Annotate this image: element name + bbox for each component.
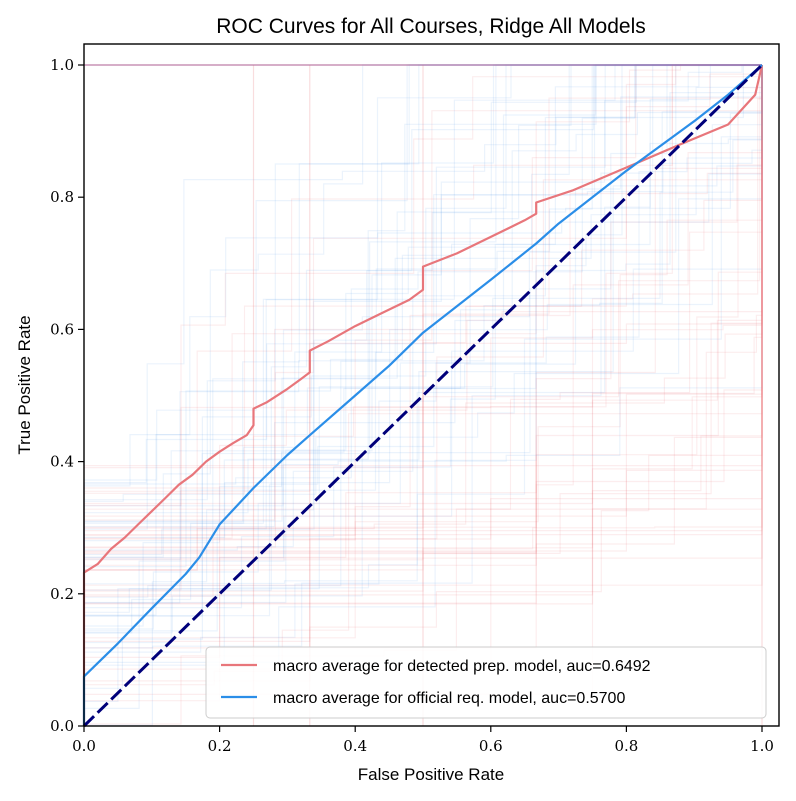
- per-course-curve: [83, 65, 763, 726]
- series-layer: [82, 63, 764, 728]
- per-course-curve: [83, 65, 763, 726]
- y-tick-label: 0.2: [50, 585, 74, 603]
- legend: macro average for detected prep. model, …: [205, 646, 767, 719]
- per-course-curve: [83, 65, 763, 726]
- per-course-curve: [83, 64, 762, 726]
- x-tick-label: 0.8: [614, 737, 638, 755]
- per-course-curve: [83, 65, 763, 726]
- per-course-curve: [83, 64, 762, 726]
- chance-diagonal-line: [82, 63, 764, 728]
- per-course-curve: [83, 65, 763, 726]
- per-course-curve: [83, 64, 762, 726]
- per-course-curve: [83, 65, 763, 726]
- per-course-curve: [83, 64, 762, 726]
- per-course-curve: [83, 65, 763, 726]
- per-course-curve: [83, 65, 763, 726]
- per-course-curve: [83, 65, 763, 726]
- legend-label-official-req: macro average for official req. model, a…: [273, 690, 625, 707]
- per-course-curve: [83, 65, 763, 726]
- legend-label-detected-prep: macro average for detected prep. model, …: [273, 658, 651, 675]
- macro-average-detected-prep-line: [82, 64, 764, 726]
- per-course-curve: [83, 65, 763, 726]
- per-course-curve: [83, 65, 763, 726]
- chart-title: ROC Curves for All Courses, Ridge All Mo…: [216, 15, 646, 38]
- per-course-curve: [83, 65, 763, 726]
- per-course-curve: [83, 64, 762, 726]
- legend-box: [205, 646, 767, 719]
- per-course-curve: [83, 65, 763, 726]
- y-axis-label: True Positive Rate: [15, 315, 34, 454]
- per-course-curve: [83, 64, 762, 726]
- per-course-curve: [83, 65, 763, 726]
- per-course-curve: [83, 65, 763, 726]
- per-course-curve: [83, 65, 763, 726]
- macro-average-official-req-line: [82, 64, 763, 726]
- x-tick-label: 0.0: [72, 737, 96, 755]
- per-course-curve: [83, 65, 763, 726]
- per-course-curve: [83, 64, 762, 726]
- per-course-curve: [83, 65, 763, 726]
- x-tick-label: 0.6: [479, 737, 503, 755]
- per-course-curve: [83, 64, 762, 726]
- per-course-curve: [83, 65, 763, 726]
- per-course-curve: [83, 65, 763, 726]
- per-course-curve: [83, 65, 763, 726]
- x-tick-label: 0.2: [208, 737, 232, 755]
- per-course-curve: [83, 65, 763, 726]
- per-course-curve: [83, 64, 762, 726]
- y-tick-label: 1.0: [50, 56, 74, 74]
- y-tick-label: 0.6: [50, 320, 74, 338]
- x-tick-label: 1.0: [750, 737, 774, 755]
- per-course-curve: [83, 65, 763, 726]
- per-course-curve: [83, 64, 762, 726]
- per-course-curve: [83, 65, 763, 726]
- per-course-curve: [83, 65, 763, 726]
- per-course-curve: [83, 65, 763, 726]
- per-course-curve: [83, 64, 762, 726]
- per-course-curve: [83, 64, 762, 726]
- per-course-curve: [83, 65, 763, 726]
- x-axis-ticks: 0.0 0.2 0.4 0.6 0.8 1.0: [72, 726, 774, 755]
- per-course-curve: [83, 65, 763, 726]
- per-course-curve: [83, 64, 762, 726]
- per-course-curve: [83, 64, 762, 726]
- per-course-curve: [83, 65, 763, 726]
- y-tick-label: 0.8: [50, 188, 74, 206]
- per-course-curve: [83, 65, 763, 726]
- per-course-curve: [83, 65, 763, 726]
- per-course-curve: [83, 64, 762, 726]
- y-tick-label: 0.4: [50, 453, 74, 471]
- per-course-curve: [83, 65, 763, 726]
- per-course-roc-curves: [83, 64, 763, 726]
- x-axis-label: False Positive Rate: [358, 765, 504, 784]
- per-course-curve: [83, 65, 763, 726]
- y-axis-ticks: 0.0 0.2 0.4 0.6 0.8 1.0: [50, 56, 84, 735]
- y-tick-label: 0.0: [50, 717, 74, 735]
- per-course-curve: [83, 65, 763, 726]
- plot-area-frame: [83, 43, 780, 727]
- per-course-curve: [83, 65, 763, 726]
- x-tick-label: 0.4: [343, 737, 367, 755]
